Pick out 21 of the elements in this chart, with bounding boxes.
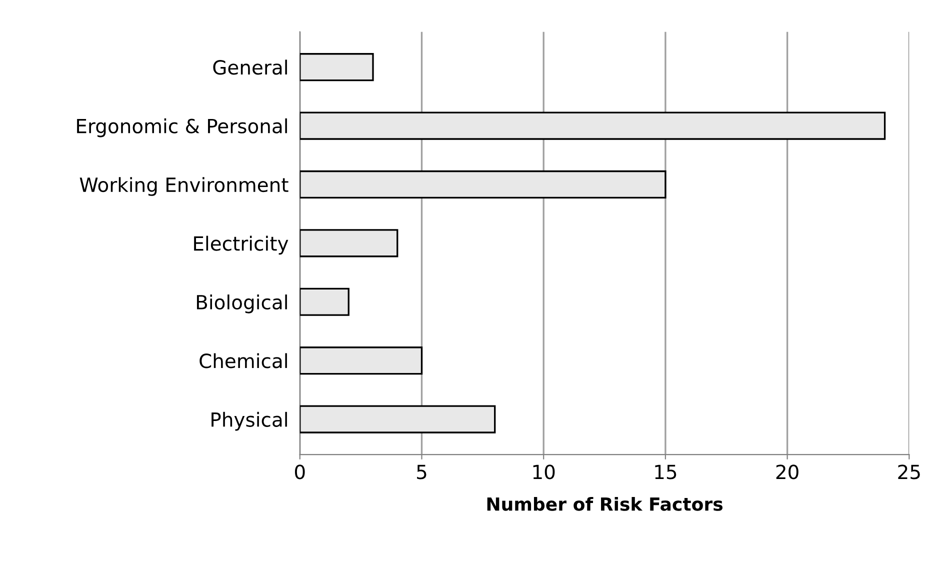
bar bbox=[300, 112, 886, 140]
y-tick-label: Ergonomic & Personal bbox=[77, 118, 287, 138]
y-tick-label: Electricity bbox=[194, 236, 288, 255]
x-tick-label: 15 bbox=[655, 464, 676, 480]
y-tick-label: Biological bbox=[196, 294, 287, 314]
y-tick-label: Physical bbox=[212, 412, 287, 431]
y-tick-label: Working Environment bbox=[80, 177, 288, 196]
bar bbox=[300, 229, 398, 258]
bar bbox=[300, 288, 350, 316]
y-tick-label: General bbox=[213, 60, 287, 75]
x-axis-title: Number of Risk Factors bbox=[487, 496, 722, 511]
x-tick-label: 10 bbox=[533, 464, 555, 480]
x-tick-label: 0 bbox=[294, 464, 305, 480]
bar bbox=[300, 53, 374, 82]
x-tick-label: 20 bbox=[776, 464, 798, 480]
x-tick-label: 5 bbox=[417, 464, 426, 480]
x-tick-label: 25 bbox=[898, 464, 920, 480]
bar bbox=[300, 405, 496, 434]
bar bbox=[300, 170, 666, 199]
bar bbox=[300, 346, 423, 375]
y-tick-label: Chemical bbox=[200, 353, 287, 368]
